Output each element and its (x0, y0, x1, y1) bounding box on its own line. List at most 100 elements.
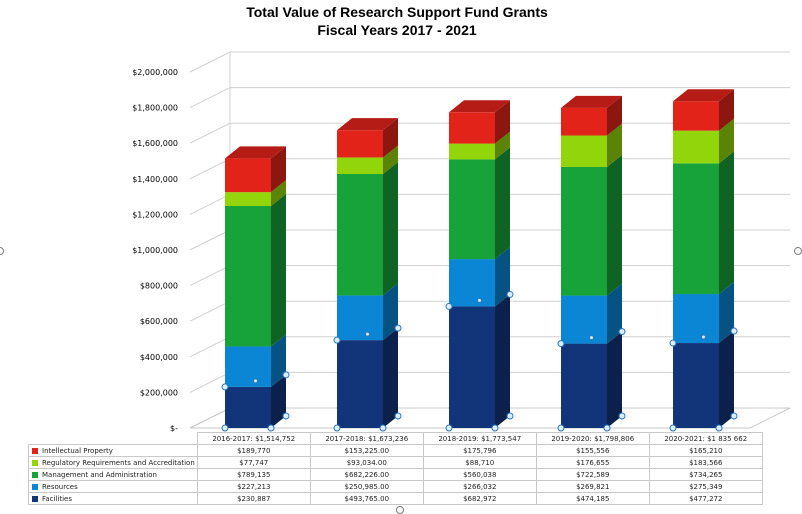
chart-title: Total Value of Research Support Fund Gra… (246, 4, 548, 20)
bar-regulatory-requirements-and-accreditation-5-side (719, 118, 734, 164)
selection-handle[interactable] (394, 412, 402, 420)
bar-intellectual-property-4[interactable] (561, 107, 607, 136)
bar-intellectual-property-5-top (673, 89, 734, 102)
bar-intellectual-property-2[interactable] (337, 130, 383, 158)
selection-handle[interactable] (506, 412, 514, 420)
y-tick-label: $400,000 (140, 353, 178, 362)
legend-key (32, 459, 38, 466)
selection-handle[interactable] (394, 324, 402, 332)
selection-handle[interactable] (557, 424, 565, 432)
selection-handle[interactable] (618, 412, 626, 420)
selection-handle[interactable] (445, 424, 453, 432)
bar-intellectual-property-1[interactable] (225, 158, 271, 193)
side-gridline (189, 300, 231, 322)
data-table-row: Regulatory Requirements and Accreditatio… (28, 456, 763, 469)
legend-key (32, 495, 38, 502)
bar-resources-3[interactable] (449, 259, 495, 307)
selection-handle[interactable] (730, 412, 738, 420)
side-gridline (189, 336, 231, 358)
selection-handle[interactable] (282, 371, 290, 379)
bar-resources-2-side (383, 283, 398, 341)
bar-intellectual-property-5[interactable] (673, 101, 719, 131)
bar-regulatory-requirements-and-accreditation-2[interactable] (337, 157, 383, 174)
y-tick-label: $200,000 (140, 388, 178, 397)
resize-handle[interactable] (396, 506, 404, 514)
side-gridline (189, 122, 231, 144)
bar-resources-1-side (271, 334, 286, 387)
y-tick-label: $- (170, 424, 178, 432)
bar-regulatory-requirements-and-accreditation-3[interactable] (449, 143, 495, 160)
data-label: $275,349 (648, 480, 763, 493)
bar-intellectual-property-3[interactable] (449, 112, 495, 144)
bar-facilities-2[interactable] (337, 340, 383, 428)
bar-intellectual-property-1-side (271, 146, 286, 193)
bar-regulatory-requirements-and-accreditation-5[interactable] (673, 130, 719, 164)
selection-handle[interactable] (333, 336, 341, 344)
selection-handle[interactable] (603, 424, 611, 432)
selection-handle[interactable] (557, 340, 565, 348)
selection-handle[interactable] (491, 424, 499, 432)
selection-handle[interactable] (715, 424, 723, 432)
bar-facilities-5[interactable] (673, 343, 719, 428)
side-gridline (189, 265, 231, 287)
selection-handle[interactable] (701, 334, 706, 340)
data-label: $269,821 (535, 480, 650, 493)
bar-management-and-administration-2[interactable] (337, 173, 383, 296)
legend-entry: Facilities (28, 492, 198, 505)
selection-handle[interactable] (267, 424, 275, 432)
selection-handle[interactable] (589, 335, 594, 341)
resize-handle[interactable] (794, 247, 802, 255)
selection-handle[interactable] (445, 302, 453, 310)
bar-facilities-3[interactable] (449, 306, 495, 428)
selection-handle[interactable] (618, 328, 626, 336)
bar-management-and-administration-1[interactable] (225, 205, 271, 347)
bar-management-and-administration-1-side (271, 193, 286, 347)
selection-handle[interactable] (477, 297, 482, 303)
bar-intellectual-property-2-top (337, 118, 398, 131)
bar-resources-2[interactable] (337, 295, 383, 341)
data-table-corner (29, 433, 198, 445)
selection-handle[interactable] (253, 378, 258, 384)
bar-regulatory-requirements-and-accreditation-4[interactable] (561, 135, 607, 167)
bar-resources-4[interactable] (561, 295, 607, 344)
data-label: $77,747 (196, 456, 311, 469)
selection-handle[interactable] (730, 327, 738, 335)
bar-facilities-4[interactable] (561, 343, 607, 428)
plot-area[interactable]: $- $200,000 $400,000 $600,000 $800,000 $1,000… (0, 0, 802, 432)
data-table-row: Management and Administration $789,135 $68… (28, 468, 763, 481)
data-label: $175,796 (422, 444, 537, 457)
side-gridline (189, 51, 231, 73)
data-label: $682,226.00 (309, 468, 424, 481)
legend-label: Intellectual Property (42, 446, 113, 455)
selection-handle[interactable] (506, 290, 514, 298)
bar-resources-5[interactable] (673, 294, 719, 344)
side-gridline (189, 371, 231, 393)
bar-management-and-administration-5[interactable] (673, 163, 719, 295)
data-label: $165,210 (648, 444, 763, 457)
bar-management-and-administration-2-side (383, 161, 398, 296)
bar-resources-1[interactable] (225, 346, 271, 387)
legend-entry: Management and Administration (28, 468, 198, 481)
selection-handle[interactable] (282, 412, 290, 420)
selection-handle[interactable] (379, 424, 387, 432)
data-label: $155,556 (535, 444, 650, 457)
bar-regulatory-requirements-and-accreditation-1[interactable] (225, 192, 271, 206)
selection-handle[interactable] (221, 424, 229, 432)
selection-handle[interactable] (669, 339, 677, 347)
bar-management-and-administration-3[interactable] (449, 159, 495, 260)
selection-handle[interactable] (669, 424, 677, 432)
bar-resources-5-side (719, 282, 734, 344)
y-tick-label: $1,000,000 (132, 246, 178, 255)
bar-intellectual-property-3-top (449, 100, 510, 113)
selection-handle[interactable] (221, 383, 229, 391)
bar-facilities-5-side (719, 331, 734, 428)
y-tick-label: $1,200,000 (132, 210, 178, 219)
bar-facilities-1[interactable] (225, 386, 271, 428)
bar-intellectual-property-1-top (225, 146, 286, 159)
bar-management-and-administration-4[interactable] (561, 166, 607, 296)
legend-entry: Intellectual Property (28, 444, 198, 457)
selection-handle[interactable] (333, 424, 341, 432)
data-table-header: 2016-2017: $1,514,752 2017-2018: $1,673,2… (29, 432, 763, 445)
selection-handle[interactable] (365, 331, 370, 337)
